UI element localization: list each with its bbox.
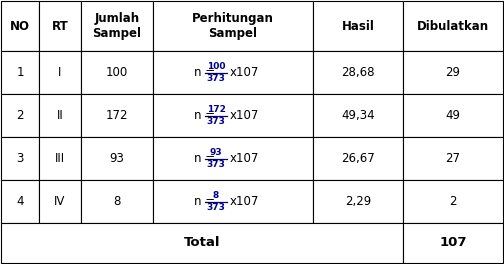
Bar [153, 1, 313, 51]
Text: Total: Total [184, 237, 220, 249]
Text: 28,68: 28,68 [341, 66, 375, 79]
Bar [403, 223, 503, 263]
Bar [39, 180, 81, 223]
Text: Hasil: Hasil [342, 20, 374, 32]
Text: 100: 100 [207, 62, 225, 71]
Bar [403, 180, 503, 223]
Text: x107: x107 [230, 109, 260, 122]
Bar [153, 94, 313, 137]
Text: 172: 172 [207, 105, 225, 114]
Bar [313, 94, 403, 137]
Text: 26,67: 26,67 [341, 152, 375, 165]
Text: n =: n = [194, 109, 219, 122]
Bar [1, 51, 39, 94]
Bar [81, 137, 153, 180]
Text: 2,29: 2,29 [345, 195, 371, 208]
Bar [153, 180, 313, 223]
Text: 373: 373 [207, 160, 225, 169]
Bar [39, 137, 81, 180]
Bar [81, 94, 153, 137]
Bar [313, 51, 403, 94]
Text: 27: 27 [446, 152, 461, 165]
Text: x107: x107 [230, 152, 260, 165]
Text: 2: 2 [449, 195, 457, 208]
Bar [403, 51, 503, 94]
Text: Dibulatkan: Dibulatkan [417, 20, 489, 32]
Text: 93: 93 [109, 152, 124, 165]
Text: 93: 93 [210, 148, 222, 157]
Text: 49,34: 49,34 [341, 109, 375, 122]
Bar [153, 51, 313, 94]
Text: RT: RT [51, 20, 69, 32]
Text: 8: 8 [113, 195, 120, 208]
Text: 172: 172 [106, 109, 128, 122]
Bar [1, 137, 39, 180]
Bar [39, 51, 81, 94]
Text: 8: 8 [213, 191, 219, 200]
Text: 4: 4 [16, 195, 24, 208]
Bar [1, 1, 39, 51]
Text: 2: 2 [16, 109, 24, 122]
Text: x107: x107 [230, 66, 260, 79]
Bar [403, 94, 503, 137]
Text: 107: 107 [439, 237, 467, 249]
Bar [403, 137, 503, 180]
Bar [81, 1, 153, 51]
Bar [153, 137, 313, 180]
Bar [81, 51, 153, 94]
Text: Jumlah
Sampel: Jumlah Sampel [93, 12, 142, 40]
Text: II: II [56, 109, 64, 122]
Text: 373: 373 [207, 74, 225, 83]
Text: n =: n = [194, 195, 219, 208]
Text: III: III [55, 152, 65, 165]
Bar [81, 180, 153, 223]
Text: 373: 373 [207, 203, 225, 212]
Text: x107: x107 [230, 195, 260, 208]
Text: 3: 3 [16, 152, 24, 165]
Bar [1, 94, 39, 137]
Bar [39, 1, 81, 51]
Bar [313, 137, 403, 180]
Bar [39, 94, 81, 137]
Text: IV: IV [54, 195, 66, 208]
Text: 29: 29 [446, 66, 461, 79]
Bar [403, 1, 503, 51]
Bar [1, 223, 403, 263]
Text: Perhitungan
Sampel: Perhitungan Sampel [192, 12, 274, 40]
Text: n =: n = [194, 152, 219, 165]
Bar [313, 180, 403, 223]
Text: 49: 49 [446, 109, 461, 122]
Text: n =: n = [194, 66, 219, 79]
Bar [313, 1, 403, 51]
Text: I: I [58, 66, 61, 79]
Bar [1, 180, 39, 223]
Text: 1: 1 [16, 66, 24, 79]
Text: 373: 373 [207, 117, 225, 126]
Text: NO: NO [10, 20, 30, 32]
Text: 100: 100 [106, 66, 128, 79]
